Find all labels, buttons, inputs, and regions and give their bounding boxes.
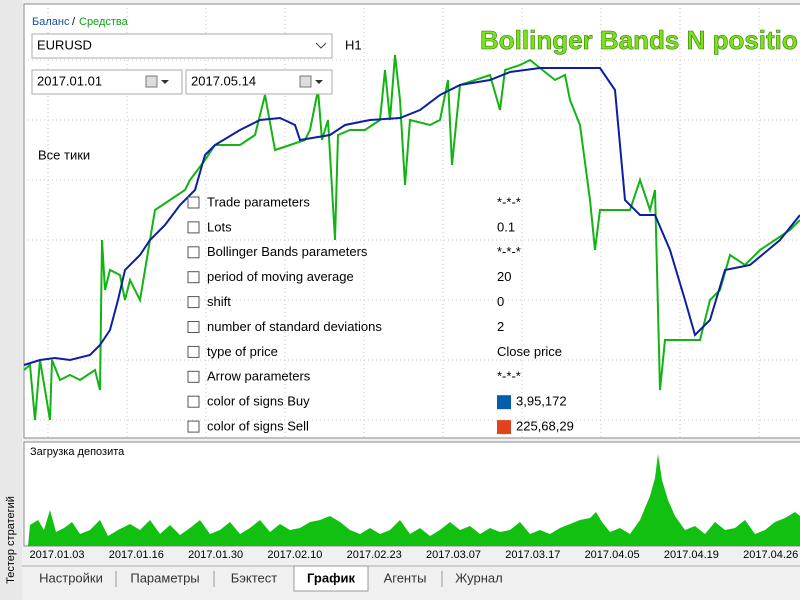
side-strip [0, 0, 22, 600]
parameter-name: Lots [207, 219, 232, 234]
parameter-name: shift [207, 294, 231, 309]
calendar-icon [299, 75, 312, 88]
date-label: 2017.04.19 [664, 549, 719, 561]
checkbox[interactable] [187, 221, 200, 234]
checkbox[interactable] [187, 370, 200, 383]
parameter-name: color of signs Buy [207, 394, 310, 409]
parameter-value: 0.1 [497, 219, 515, 234]
date-label: 2017.02.23 [347, 549, 402, 561]
model: Все тики [38, 147, 90, 162]
balance-tab[interactable]: Баланс [32, 16, 70, 28]
parameter-name: color of signs Sell [207, 419, 309, 434]
date-label: 2017.03.07 [426, 549, 481, 561]
date-label: 2017.02.10 [267, 549, 322, 561]
parameter-value: Close price [497, 344, 562, 359]
active-tab [293, 565, 369, 592]
checkbox[interactable] [187, 420, 200, 433]
deposit-load-label: Загрузка депозита [30, 446, 125, 458]
calendar-icon [145, 75, 158, 88]
symbol: EURUSD [37, 37, 92, 52]
dropdown-arrow [315, 80, 323, 84]
parameter-name: Trade parameters [207, 194, 310, 209]
dropdown-arrow [315, 42, 327, 49]
date-to: 2017.05.14 [191, 73, 256, 88]
label-separator: / [72, 16, 76, 28]
parameter-name: period of moving average [207, 269, 354, 284]
tab[interactable]: График [307, 570, 355, 585]
expert-title: Bollinger Bands N positio [480, 25, 798, 55]
date-label: 2017.01.30 [188, 549, 243, 561]
checkbox[interactable] [187, 271, 200, 284]
symbol-select[interactable] [31, 33, 333, 59]
date-label: 2017.03.17 [505, 549, 560, 561]
parameter-value: 0 [497, 294, 504, 309]
parameter-value: *-*-* [497, 244, 521, 259]
date-label: 2017.04.26 [743, 549, 798, 561]
dropdown-arrow [161, 80, 169, 84]
checkbox[interactable] [187, 296, 200, 309]
chart-area [23, 3, 800, 439]
parameter-value: 225,68,29 [516, 419, 574, 434]
date-from: 2017.01.01 [37, 73, 102, 88]
equity-line [23, 54, 800, 421]
tab[interactable]: Бэктест [231, 570, 278, 585]
checkbox[interactable] [187, 246, 200, 259]
parameters: Trade parameters *-*-* Lots 0.1 Bollinger Ba… [187, 194, 574, 435]
tab[interactable]: Журнал [455, 570, 502, 585]
color-swatch [497, 420, 511, 435]
parameter-value: *-*-* [497, 369, 521, 384]
parameter-name: type of price [207, 344, 278, 359]
date-label: 2017.01.16 [109, 549, 164, 561]
parameter-value: 3,95,172 [516, 394, 567, 409]
date-label: 2017.04.05 [585, 549, 640, 561]
color-swatch [497, 395, 511, 410]
parameter-name: Arrow parameters [207, 369, 311, 384]
date-to-input[interactable] [185, 69, 333, 95]
date-axis: 2017.01.03 2017.01.16 2017.01.30 2017.02.10… [29, 549, 798, 561]
side-label: Тестер стратегий [5, 496, 17, 584]
date-label: 2017.01.03 [29, 549, 84, 561]
tab[interactable]: Агенты [384, 570, 427, 585]
period: H1 [345, 37, 362, 52]
checkbox[interactable] [187, 321, 200, 333]
tab[interactable]: Настройки [39, 570, 103, 585]
tab[interactable]: Параметры [130, 570, 199, 585]
deposit-load-histogram [28, 454, 800, 546]
balance-line [23, 67, 800, 366]
parameter-name: Bollinger Bands parameters [207, 244, 368, 259]
parameter-value: 2 [497, 319, 504, 334]
tab-bar: Настройки Параметры Бэктест График Агенты Жур… [39, 565, 503, 592]
checkbox[interactable] [187, 345, 200, 358]
parameter-value: 20 [497, 269, 511, 284]
equity-tab[interactable]: Средства [79, 16, 129, 28]
checkbox[interactable] [187, 196, 200, 209]
checkbox[interactable] [187, 395, 200, 408]
parameter-value: *-*-* [497, 194, 521, 209]
parameter-name: number of standard deviations [207, 319, 382, 334]
